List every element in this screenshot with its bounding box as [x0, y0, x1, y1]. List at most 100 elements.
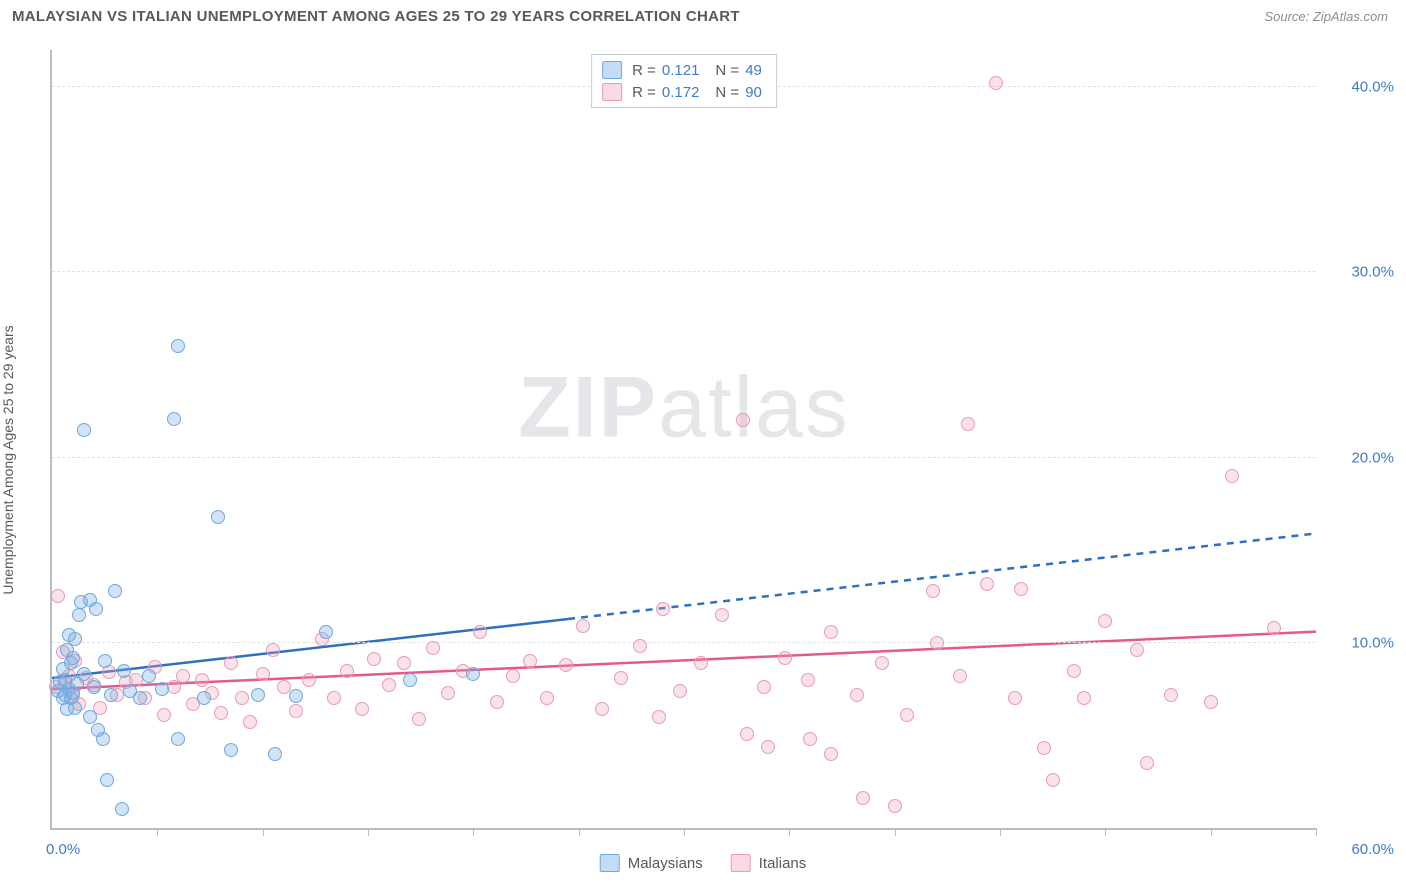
y-tick-label: 10.0% [1324, 634, 1394, 651]
data-point-pink [235, 691, 249, 705]
data-point-pink [595, 702, 609, 716]
data-point-pink [506, 669, 520, 683]
x-tick [368, 828, 369, 836]
data-point-pink [778, 651, 792, 665]
data-point-pink [367, 652, 381, 666]
data-point-blue [289, 689, 303, 703]
series-legend: Malaysians Italians [600, 854, 807, 872]
data-point-pink [176, 669, 190, 683]
data-point-pink [289, 704, 303, 718]
data-point-pink [633, 639, 647, 653]
y-tick-label: 40.0% [1324, 79, 1394, 96]
data-point-blue [87, 680, 101, 694]
data-point-blue [171, 732, 185, 746]
data-point-pink [195, 673, 209, 687]
data-point-pink [980, 577, 994, 591]
data-point-pink [540, 691, 554, 705]
data-point-pink [51, 589, 65, 603]
x-tick [1000, 828, 1001, 836]
data-point-pink [559, 658, 573, 672]
data-point-pink [302, 673, 316, 687]
x-origin-label: 0.0% [46, 841, 80, 858]
data-point-pink [656, 602, 670, 616]
data-point-blue [142, 669, 156, 683]
data-point-blue [466, 667, 480, 681]
data-point-blue [83, 710, 97, 724]
data-point-pink [757, 680, 771, 694]
data-point-pink [715, 608, 729, 622]
data-point-blue [117, 664, 131, 678]
data-point-blue [72, 608, 86, 622]
y-tick-label: 30.0% [1324, 264, 1394, 281]
data-point-pink [441, 686, 455, 700]
x-tick [579, 828, 580, 836]
data-point-pink [824, 747, 838, 761]
data-point-blue [104, 688, 118, 702]
data-point-blue [77, 423, 91, 437]
chart-title: MALAYSIAN VS ITALIAN UNEMPLOYMENT AMONG … [12, 8, 740, 25]
data-point-blue [133, 691, 147, 705]
data-point-pink [426, 641, 440, 655]
data-point-blue [115, 802, 129, 816]
data-point-pink [1225, 469, 1239, 483]
data-point-pink [382, 678, 396, 692]
data-point-blue [66, 651, 80, 665]
data-point-pink [523, 654, 537, 668]
y-axis-label: Unemployment Among Ages 25 to 29 years [0, 325, 16, 594]
data-point-pink [1046, 773, 1060, 787]
data-point-pink [652, 710, 666, 724]
x-tick [789, 828, 790, 836]
r-value-blue: 0.121 [662, 62, 700, 79]
data-point-pink [576, 619, 590, 633]
data-point-pink [888, 799, 902, 813]
data-point-pink [856, 791, 870, 805]
legend-row: R = 0.121 N = 49 [602, 61, 762, 79]
data-point-pink [355, 702, 369, 716]
data-point-blue [108, 584, 122, 598]
data-point-blue [68, 632, 82, 646]
data-point-pink [157, 708, 171, 722]
data-point-pink [740, 727, 754, 741]
x-tick [1105, 828, 1106, 836]
data-point-pink [1014, 582, 1028, 596]
data-point-pink [397, 656, 411, 670]
x-tick [1211, 828, 1212, 836]
x-tick [1316, 828, 1317, 836]
data-point-pink [761, 740, 775, 754]
data-point-pink [824, 625, 838, 639]
x-tick [263, 828, 264, 836]
data-point-pink [214, 706, 228, 720]
y-tick-label: 20.0% [1324, 449, 1394, 466]
data-point-blue [251, 688, 265, 702]
chart-container: Unemployment Among Ages 25 to 29 years Z… [0, 40, 1406, 880]
data-point-pink [243, 715, 257, 729]
data-point-pink [224, 656, 238, 670]
x-tick [684, 828, 685, 836]
data-point-blue [211, 510, 225, 524]
gridline [52, 457, 1316, 458]
data-point-pink [473, 625, 487, 639]
data-point-blue [89, 602, 103, 616]
data-point-blue [268, 747, 282, 761]
swatch-pink [731, 854, 751, 872]
x-tick [157, 828, 158, 836]
data-point-pink [736, 413, 750, 427]
gridline [52, 271, 1316, 272]
data-point-pink [850, 688, 864, 702]
data-point-pink [614, 671, 628, 685]
data-point-pink [673, 684, 687, 698]
data-point-pink [1077, 691, 1091, 705]
data-point-pink [327, 691, 341, 705]
data-point-blue [197, 691, 211, 705]
n-value-pink: 90 [745, 84, 762, 101]
data-point-pink [1164, 688, 1178, 702]
data-point-pink [266, 643, 280, 657]
data-point-blue [100, 773, 114, 787]
r-value-pink: 0.172 [662, 84, 700, 101]
legend-item-blue: Malaysians [600, 854, 703, 872]
data-point-pink [989, 76, 1003, 90]
gridline [52, 642, 1316, 643]
source-label: Source: ZipAtlas.com [1264, 9, 1388, 24]
data-point-blue [98, 654, 112, 668]
data-point-pink [953, 669, 967, 683]
